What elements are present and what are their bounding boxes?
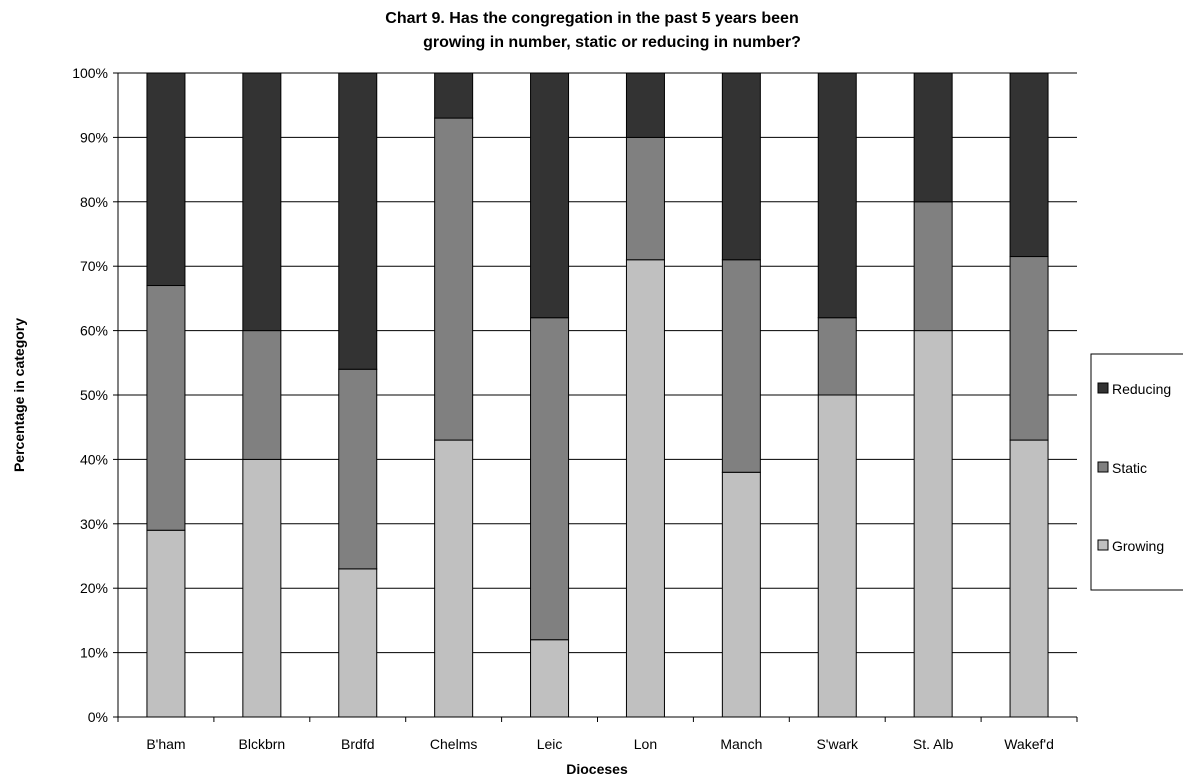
y-axis-title: Percentage in category (11, 318, 27, 472)
y-tick-label: 50% (80, 387, 108, 403)
x-tick-label: Leic (537, 736, 563, 752)
bar-segment-growing (530, 639, 570, 718)
bar-segment-reducing (625, 72, 665, 138)
chart-title-line1: Chart 9. Has the congregation in the pas… (385, 10, 798, 27)
bar-segment-reducing (817, 72, 857, 319)
y-tick-label: 70% (80, 258, 108, 274)
bar-segment-static (530, 317, 570, 641)
x-tick-label: Wakef'd (1004, 736, 1054, 752)
bar-segment-growing (817, 394, 857, 718)
legend: Reducing Static Growing (1090, 353, 1183, 591)
y-tick-label: 80% (80, 194, 108, 210)
bar-segment-reducing (338, 72, 378, 370)
bar-segment-reducing (1009, 72, 1049, 258)
bar-segment-static (242, 330, 282, 460)
bar-segment-static (338, 368, 378, 570)
x-tick-labels: B'ham Blckbrn Brdfd Chelms Leic Lon Manch S'war… (146, 736, 1054, 752)
bar-segment-static (434, 117, 474, 441)
bar-segment-reducing (530, 72, 570, 319)
bar-segment-static (817, 317, 857, 396)
legend-label-reducing: Reducing (1112, 381, 1171, 397)
bar-segment-growing (913, 330, 953, 718)
y-tick-label: 10% (80, 645, 108, 661)
bars (146, 72, 1049, 718)
bar-segment-static (721, 259, 761, 473)
bar-segment-static (146, 285, 186, 531)
bar-segment-growing (721, 471, 761, 718)
bar-segment-growing (242, 458, 282, 718)
x-axis-title: Dioceses (566, 761, 628, 777)
x-tick-label: St. Alb (913, 736, 954, 752)
bar-segment-growing (625, 259, 665, 718)
x-tick-label: Chelms (430, 736, 477, 752)
bar-segment-static (913, 201, 953, 332)
y-tick-labels: 0% 10% 20% 30% 40% 50% 60% 70% 80% 90% 100% (72, 65, 108, 725)
x-tick-label: S'wark (816, 736, 859, 752)
bar-segment-reducing (721, 72, 761, 261)
legend-swatch-static (1097, 461, 1109, 473)
bar-segment-reducing (242, 72, 282, 332)
y-tick-label: 100% (72, 65, 108, 81)
x-tick-label: B'ham (146, 736, 185, 752)
bar-segment-growing (1009, 439, 1049, 718)
bar-segment-reducing (434, 72, 474, 119)
bar-segment-reducing (146, 72, 186, 287)
x-tick-label: Blckbrn (239, 736, 286, 752)
y-tick-label: 60% (80, 323, 108, 339)
y-tick-label: 20% (80, 580, 108, 596)
bar-segment-static (625, 136, 665, 261)
x-tick-label: Manch (720, 736, 762, 752)
y-tick-label: 90% (80, 129, 108, 145)
y-tick-label: 30% (80, 516, 108, 532)
x-tick-label: Brdfd (341, 736, 374, 752)
bar-segment-growing (434, 439, 474, 718)
bar-segment-static (1009, 256, 1049, 441)
bar-segment-growing (338, 568, 378, 718)
legend-swatch-growing (1097, 539, 1109, 551)
chart-title-line2: growing in number, static or reducing in… (423, 34, 801, 51)
axes (113, 72, 1078, 722)
y-tick-label: 0% (88, 709, 108, 725)
bar-segment-growing (146, 529, 186, 718)
x-tick-label: Lon (634, 736, 657, 752)
legend-label-static: Static (1112, 460, 1147, 476)
legend-swatch-reducing (1097, 382, 1109, 394)
y-tick-label: 40% (80, 451, 108, 467)
bar-segment-reducing (913, 72, 953, 203)
legend-label-growing: Growing (1112, 538, 1164, 554)
